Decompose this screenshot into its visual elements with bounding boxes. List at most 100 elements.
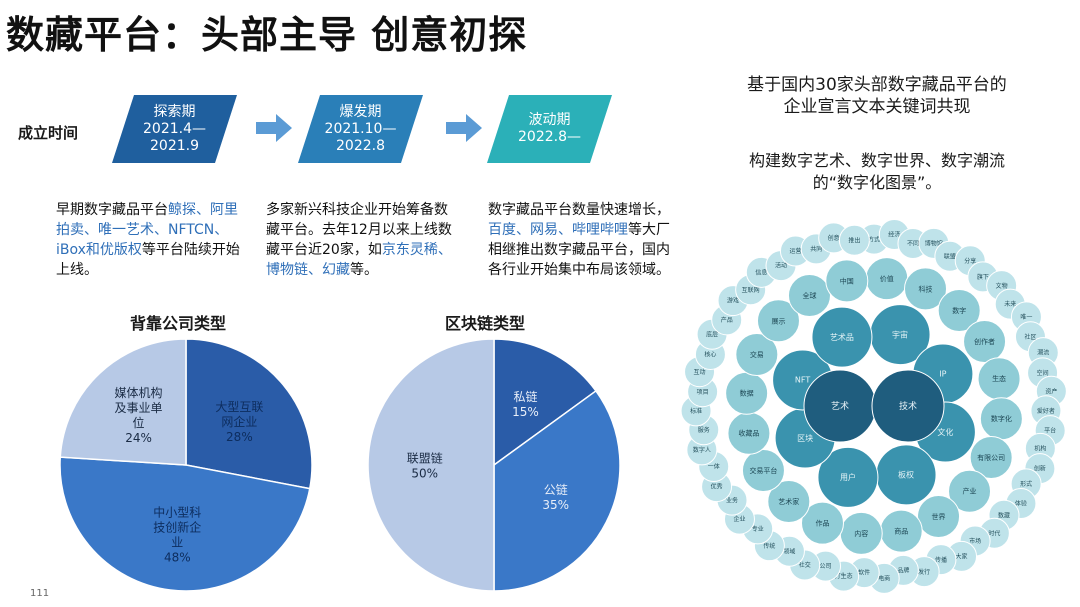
pie-slice-label: 网企业	[221, 414, 257, 429]
keyword-bubble-label: 价值	[880, 274, 894, 283]
pie-slice-label: 技创新企	[153, 519, 201, 534]
keyword-bubble	[741, 449, 785, 493]
pie-slice	[493, 338, 597, 467]
keyword-bubble-label: 科技	[919, 284, 933, 293]
desc-highlight: 京东灵稀、博物链、幻藏	[266, 242, 452, 278]
keyword-bubble-label: 软件	[858, 569, 870, 577]
phase-name: 波动期	[528, 112, 571, 128]
keyword-bubble	[871, 369, 945, 443]
pie-slice-label: 私链	[513, 389, 537, 404]
right-summary-line: 构建数字艺术、数字世界、数字潮流	[748, 151, 1005, 170]
keyword-bubble-label: 活动	[775, 262, 787, 270]
phase-banner-shape	[298, 95, 423, 163]
keyword-bubble-label: 社区	[1024, 333, 1036, 341]
keyword-bubble-label: 形式	[1020, 480, 1032, 488]
keyword-bubble-label: 文物	[996, 282, 1008, 290]
phase-exploration: 探索期 2021.4— 2021.9	[112, 95, 237, 163]
phase-banner-shape	[112, 95, 237, 163]
keyword-bubble-label: 方式	[868, 235, 880, 243]
pie-slice-label: 中小型科	[153, 504, 201, 519]
pie-slice	[367, 338, 495, 592]
pie-chain-title: 区块链类型	[445, 314, 526, 333]
keyword-bubble-label: 技术	[899, 400, 917, 412]
keyword-bubble-label: 传播	[935, 556, 947, 564]
pie-slice-percent: 28%	[226, 430, 253, 444]
keyword-bubble-label: 生态	[992, 374, 1006, 383]
keyword-bubble-label: 市场	[969, 537, 981, 545]
keyword-bubble-label: 优秀	[711, 483, 723, 491]
keyword-bubble-label: 打生态	[835, 572, 853, 580]
pie-slice-percent: 15%	[512, 405, 539, 419]
desc-text: 早期数字藏品平台	[56, 202, 168, 218]
keyword-bubble-label: 唯一	[1020, 313, 1032, 321]
keyword-bubble	[963, 319, 1007, 363]
keyword-bubble-label: 资产	[1045, 387, 1057, 395]
keyword-bubble	[969, 436, 1013, 480]
desc-text: 等平台陆续开始上线。	[56, 242, 240, 278]
keyword-bubble	[817, 446, 879, 508]
keyword-bubble-label: 数据	[740, 389, 754, 398]
keyword-bubble-label: 空间	[1037, 369, 1049, 377]
keyword-bubble-label: 中国	[840, 276, 854, 285]
keyword-bubble	[917, 495, 961, 539]
right-summary: 构建数字艺术、数字世界、数字潮流 的“数字化图景”。	[712, 150, 1042, 194]
keyword-bubble-label: 品牌	[897, 566, 909, 574]
keyword-bubble-label: 文化	[937, 427, 953, 437]
keyword-bubble	[825, 259, 869, 303]
pie-slice-percent: 24%	[125, 431, 152, 445]
keyword-bubble-label: 推出	[848, 236, 860, 244]
keyword-bubble-label: 产品	[721, 316, 733, 324]
pie-slice	[59, 456, 311, 592]
established-time-label: 成立时间	[18, 124, 79, 142]
page-number: 111	[30, 588, 50, 599]
keyword-bubble-label: 作品	[815, 519, 829, 528]
keyword-bubble-label: 交易平台	[749, 466, 777, 475]
keyword-bubble-label: 潮流	[1037, 349, 1049, 357]
arrow-right-icon	[256, 114, 292, 142]
keyword-bubble-label: 公司	[820, 563, 832, 570]
phase-date-end: 2021.9	[150, 137, 199, 154]
desc-text: 数字藏品平台数量快速增长，	[488, 202, 670, 218]
pie-slice	[185, 338, 313, 490]
arrow-right-icon	[446, 114, 482, 142]
pie-slice	[59, 338, 187, 466]
keyword-bubble-label: 艺术品	[830, 332, 854, 342]
keyword-bubble-label: 联盟	[944, 252, 956, 260]
keyword-bubble	[811, 306, 873, 368]
keyword-bubble-label: 互联网	[742, 286, 760, 294]
keyword-bubble-label: 未来	[1004, 300, 1016, 308]
keyword-bubble-label: 企业	[733, 515, 745, 523]
right-heading-line: 基于国内30家头部数字藏品平台的	[747, 75, 1007, 95]
keyword-bubble-label: 艺术家	[778, 497, 799, 506]
keyword-bubble-label: 创新	[1034, 465, 1046, 473]
keyword-bubble	[767, 480, 811, 524]
phase-name: 爆发期	[339, 103, 382, 120]
keyword-bubble-label: 不同	[907, 241, 919, 248]
keyword-bubble	[937, 288, 981, 332]
keyword-bubble-label: 展示	[771, 317, 785, 325]
keyword-bubble-label: 底层	[706, 330, 718, 338]
keyword-bubble-label: 板权	[898, 470, 914, 480]
phase-date-start: 2022.8—	[518, 129, 581, 145]
keyword-bubble-label: 平台	[1044, 427, 1056, 435]
desc-text: 多家新兴科技企业开始筹备数藏平台。去年12月以来上线数藏平台近20家，如	[266, 202, 452, 258]
keyword-bubble-label: 内容	[854, 529, 868, 538]
pie-company-title: 背靠公司类型	[130, 314, 227, 333]
description-exploration: 早期数字藏品平台鲸探、阿里拍卖、唯一艺术、NFTCN、iBox和优版权等平台陆续…	[56, 200, 242, 280]
phase-date-end: 2022.8	[336, 137, 385, 154]
keyword-bubble	[948, 469, 992, 513]
keyword-bubble-label: IP	[939, 370, 946, 379]
keyword-bubble-label: 传统	[763, 542, 775, 550]
keyword-bubble	[787, 273, 831, 317]
keyword-bubble	[904, 267, 948, 311]
pie-slice-label: 大型互联	[215, 400, 263, 414]
desc-text: 等。	[350, 262, 378, 278]
keyword-bubble-label: 核心	[704, 351, 716, 359]
phase-name: 探索期	[153, 103, 196, 120]
keyword-bubble-label: 专业	[752, 525, 764, 533]
pie-slice-label: 联盟链	[407, 451, 443, 466]
keyword-bubble	[735, 332, 779, 376]
pie-slice	[493, 389, 621, 592]
